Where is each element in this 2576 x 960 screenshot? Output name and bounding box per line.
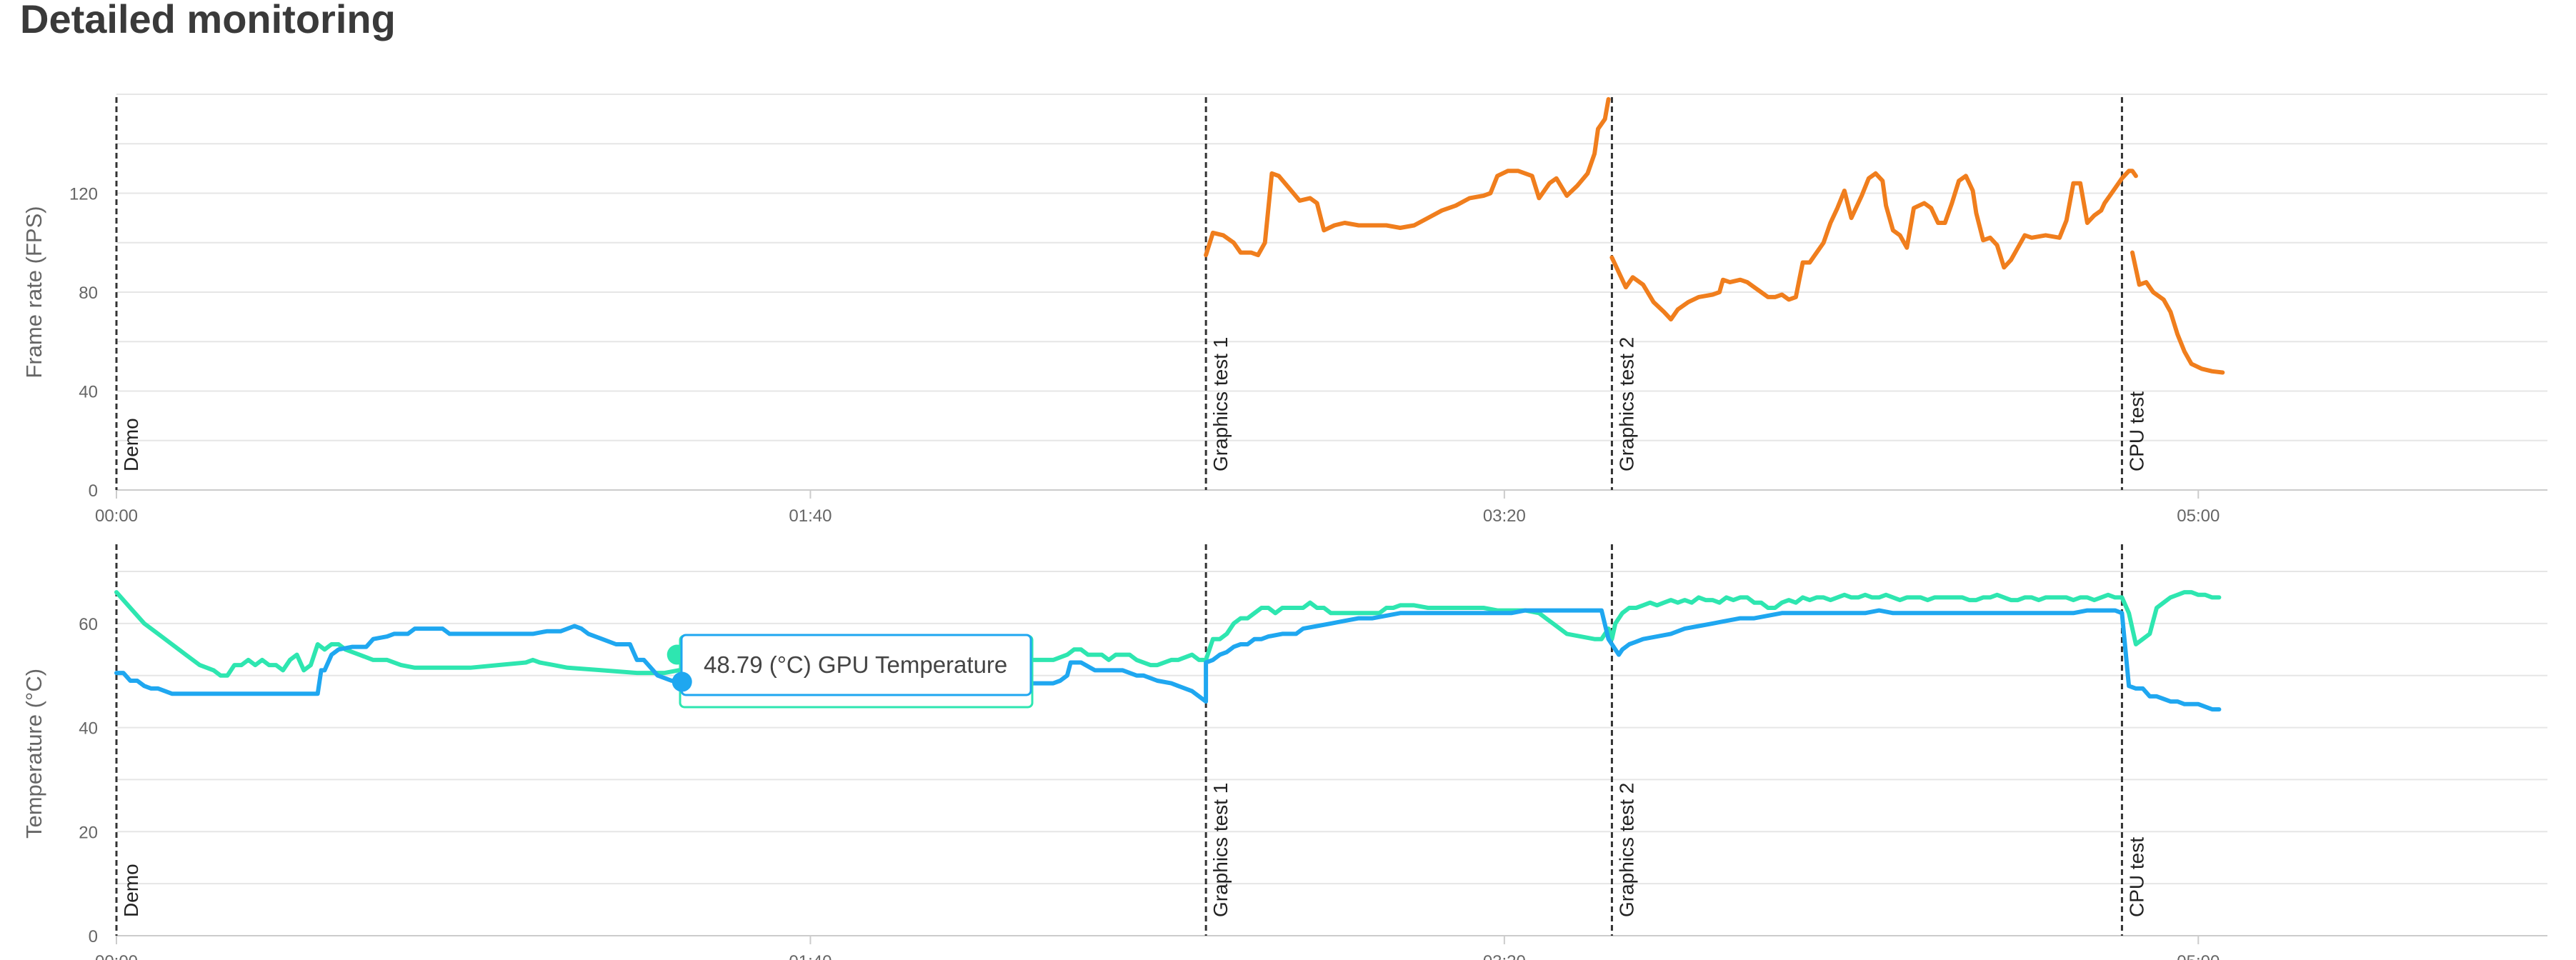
marker-label: Graphics test 2 [1615, 337, 1637, 471]
series-line-frame-rate[interactable] [1204, 96, 1611, 258]
marker-label: CPU test [2125, 391, 2147, 471]
marker-label: Demo [120, 418, 142, 471]
x-tick-label: 01:40 [789, 952, 832, 960]
x-tick-label: 03:20 [1483, 506, 1526, 526]
marker-label: Demo [120, 864, 142, 917]
y-tick-label: 40 [79, 719, 98, 739]
marker-label: Graphics test 1 [1209, 337, 1232, 471]
x-tick-label: 00:00 [95, 506, 138, 526]
x-tick-label: 05:00 [2177, 506, 2220, 526]
tooltip-text: 48.79 (°C) GPU Temperature [704, 651, 1007, 678]
y-tick-label: 40 [79, 383, 98, 402]
page-title: Detailed monitoring [20, 0, 396, 41]
tooltip-gpu-point[interactable] [672, 671, 692, 692]
y-tick-label: 60 [79, 615, 98, 634]
tooltip-box [680, 634, 1032, 696]
x-tick-label: 00:00 [95, 952, 138, 960]
marker-label: Graphics test 2 [1615, 783, 1637, 917]
y-axis-label: Frame rate (FPS) [21, 206, 46, 378]
y-tick-label: 80 [79, 284, 98, 303]
x-tick-label: 01:40 [789, 506, 832, 526]
x-tick-label: 03:20 [1483, 952, 1526, 960]
series-line-cpu-temperature[interactable] [114, 590, 2222, 678]
y-tick-label: 0 [89, 927, 98, 946]
marker-label: CPU test [2125, 837, 2147, 917]
chart-panel-temperature: 0 20 40 60 00:00 01:40 03:20 05:00 Temperature (… [21, 544, 2547, 960]
tooltip: 48.79 (°C) GPU Temperature [667, 634, 1034, 709]
marker-label: Graphics test 1 [1209, 783, 1232, 917]
chart-panel-fps: 0 40 80 120 00:00 01:40 03:20 05:00 Frame rate (… [21, 94, 2547, 526]
y-tick-label: 120 [69, 185, 98, 204]
y-tick-label: 0 [89, 481, 98, 501]
series-line-frame-rate[interactable] [1609, 169, 2138, 322]
x-tick-label: 05:00 [2177, 952, 2220, 960]
y-axis-label: Temperature (°C) [21, 669, 46, 839]
series-line-frame-rate[interactable] [2130, 250, 2225, 375]
series-line-gpu-temperature[interactable] [114, 608, 2222, 712]
y-tick-label: 20 [79, 823, 98, 842]
